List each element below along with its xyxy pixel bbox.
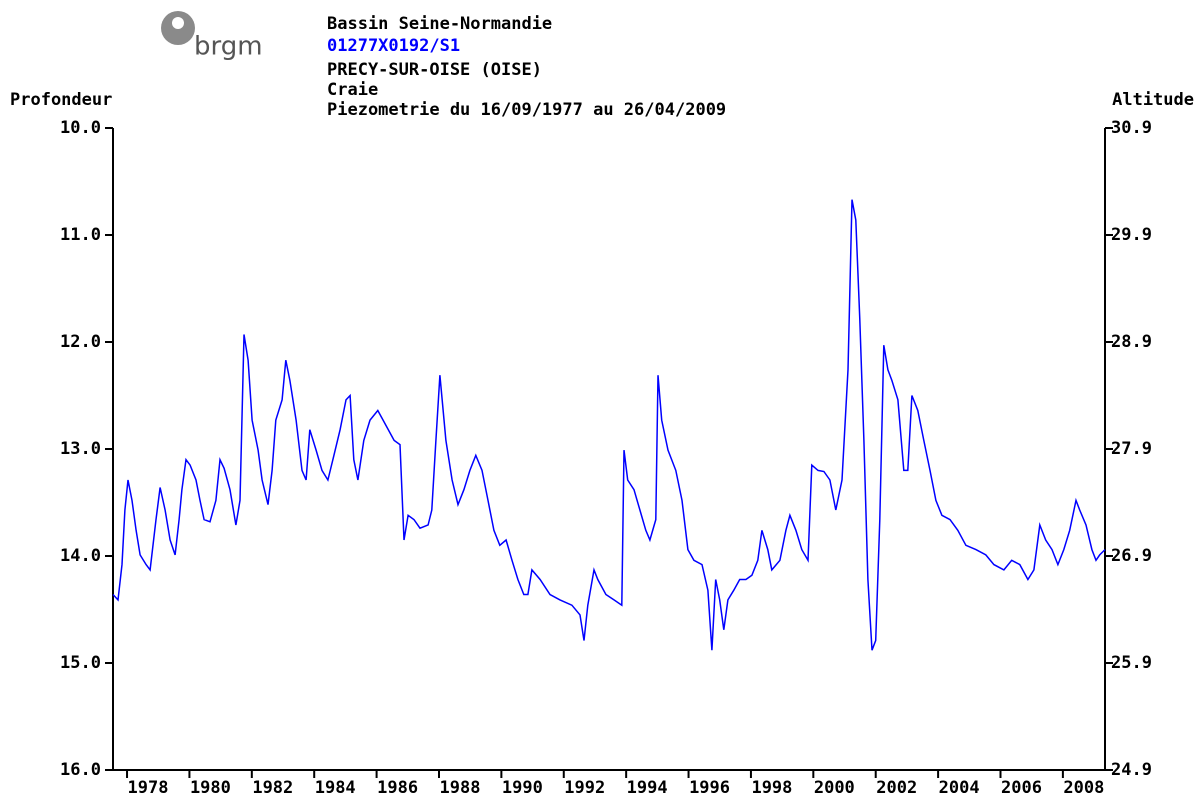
x-tick-label: 1978 bbox=[128, 778, 169, 798]
y2-tick-label: 29.9 bbox=[1111, 225, 1152, 245]
x-tick-label: 1984 bbox=[315, 778, 356, 798]
header-line: PRECY-SUR-OISE (OISE) bbox=[327, 60, 542, 80]
x-tick-label: 2004 bbox=[939, 778, 980, 798]
y-tick-label: 11.0 bbox=[60, 225, 101, 245]
y-tick-label: 12.0 bbox=[60, 332, 101, 352]
x-tick-label: 2002 bbox=[876, 778, 917, 798]
data-line bbox=[112, 199, 1106, 651]
x-tick-label: 1996 bbox=[689, 778, 730, 798]
y-tick-label: 16.0 bbox=[60, 760, 101, 780]
logo-mark bbox=[172, 17, 184, 29]
header-line: Piezometrie du 16/09/1977 au 26/04/2009 bbox=[327, 100, 726, 120]
logo: brgm bbox=[194, 32, 263, 62]
y2-tick-label: 25.9 bbox=[1111, 653, 1152, 673]
chart-title: Bassin Seine-Normandie bbox=[327, 14, 552, 34]
x-tick-label: 1982 bbox=[252, 778, 293, 798]
x-tick-label: 1998 bbox=[751, 778, 792, 798]
x-tick-label: 2006 bbox=[1001, 778, 1042, 798]
y2-tick-label: 28.9 bbox=[1111, 332, 1152, 352]
y2-tick-label: 24.9 bbox=[1111, 760, 1152, 780]
header-line: Craie bbox=[327, 80, 378, 100]
x-tick-label: 1988 bbox=[440, 778, 481, 798]
chart-subtitle: 01277X0192/S1 bbox=[327, 36, 460, 56]
x-tick-label: 1994 bbox=[627, 778, 668, 798]
x-tick-label: 2000 bbox=[814, 778, 855, 798]
y-tick-label: 13.0 bbox=[60, 439, 101, 459]
x-tick-label: 1990 bbox=[502, 778, 543, 798]
y2-tick-label: 27.9 bbox=[1111, 439, 1152, 459]
x-tick-label: 1992 bbox=[564, 778, 605, 798]
y-axis-label: Profondeur bbox=[10, 90, 112, 110]
y2-axis-label: Altitude bbox=[1112, 90, 1194, 110]
y-tick-label: 15.0 bbox=[60, 653, 101, 673]
x-tick-label: 1980 bbox=[190, 778, 231, 798]
x-tick-label: 2008 bbox=[1063, 778, 1104, 798]
y-tick-label: 14.0 bbox=[60, 546, 101, 566]
x-tick-label: 1986 bbox=[377, 778, 418, 798]
y2-tick-label: 30.9 bbox=[1111, 118, 1152, 138]
y-tick-label: 10.0 bbox=[60, 118, 101, 138]
y2-tick-label: 26.9 bbox=[1111, 546, 1152, 566]
